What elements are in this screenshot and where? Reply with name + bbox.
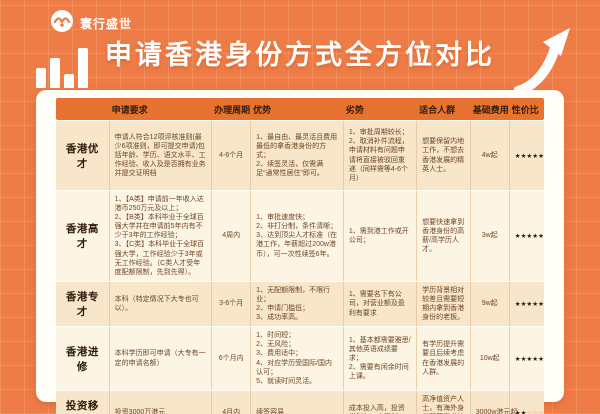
row-label: 香港高才 <box>65 222 99 250</box>
col-header-audience: 适合人群 <box>419 104 456 115</box>
requirements-text: 本科（特定情况下大专也可以）。 <box>114 295 199 313</box>
period-text: 4-6个月 <box>219 151 244 159</box>
row-label: 香港进修 <box>65 345 99 373</box>
table-row-jinxiu: 香港进修 本科学历即可申请（大专有一定的申请名额） 6个月内 1、时间短； 2、… <box>56 326 544 390</box>
comparison-card: 申请要求 办理周期 优势 劣势 适合人群 基础费用 性价比 香港优才 申请人符合… <box>36 90 564 414</box>
row-label: 香港专才 <box>65 291 99 319</box>
col-header-blank <box>56 106 110 112</box>
brand-logo-icon <box>50 9 74 38</box>
rating-stars: ★★★★★ <box>514 301 544 309</box>
col-header-rating: 性价比 <box>511 104 539 115</box>
table-row-youcai: 香港优才 申请人符合12项评核准则(最少6项准则，即可提交申请)包括年龄、学历、… <box>56 120 544 190</box>
cons-text: 1、需要名下有公司，对营业额及盈利有要求 <box>348 291 405 317</box>
cost-text: 3w起 <box>481 232 498 240</box>
page-title: 申请香港身份方式全方位对比 <box>105 40 495 70</box>
cost-text: 9w起 <box>481 300 498 308</box>
period-text: 4月内 <box>222 409 241 414</box>
pros-text: 1、审批速度快； 2、非打分制，条件清晰； 3、达到顶尖人才标准（在港工作，年薪… <box>256 214 338 258</box>
table-row-touzi: 投资移民 投资3000万港元 4月内 续签容易 成本投入高，投资类别有一定限制 … <box>56 389 544 414</box>
col-header-requirements: 申请要求 <box>111 104 148 115</box>
pros-text: 1、最自由、最灵活且费用最低的拿香港身份的方式； 2、续签灵活，仅需满足“通常性… <box>256 133 338 178</box>
audience-text: 想要快速拿到香港身份的高薪/高学历人才。 <box>422 218 465 254</box>
requirements-text: 1、【A类】申请前一年收入达港币250万元及以上； 2、【B类】本科毕业于全球百… <box>114 196 205 276</box>
rating-stars: ★★★★★ <box>514 152 544 160</box>
period-text: 4周内 <box>222 232 241 240</box>
table-header-row: 申请要求 办理周期 优势 劣势 适合人群 基础费用 性价比 <box>56 98 544 120</box>
audience-text: 有学历提升需要且后续考虑在香港发展的人群。 <box>422 341 465 376</box>
cost-text: 10w起 <box>479 354 500 362</box>
rating-stars: ★★★★★ <box>514 355 544 363</box>
col-header-period: 办理周期 <box>214 104 251 115</box>
period-text: 6个月内 <box>218 354 244 362</box>
cost-text: 3000w港元起 <box>475 409 518 414</box>
requirements-text: 申请人符合12项评核准则(最少6项准则，即可提交申请)包括年龄、学历、语文水平、… <box>114 133 206 178</box>
col-header-pros: 优势 <box>253 104 272 115</box>
table-row-zhuancai: 香港专才 本科（特定情况下大专也可以）。 3-6个月 1、无配额限制，不限行业；… <box>56 280 544 327</box>
row-label: 香港优才 <box>65 142 99 170</box>
cons-text: 成本投入高，投资类别有一定限制 <box>348 404 405 414</box>
audience-text: 学历背景相对较差且需要短期内拿到香港身份的老板。 <box>422 286 465 322</box>
cons-text: 1、基本都需要雅思/其他英语成绩要求； 2、需要有闲余时间上课。 <box>348 336 411 381</box>
requirements-text: 投资3000万港元 <box>114 409 166 414</box>
bar-chart-icon <box>36 48 88 88</box>
table-row-gaocai: 香港高才 1、【A类】申请前一年收入达港币250万元及以上； 2、【B类】本科毕… <box>56 190 544 281</box>
audience-text: 高净值资产人士，有海外身份配置需求的人群。 <box>422 395 465 414</box>
cons-text: 1、审批周期较长； 2、取消补件流程，申请材料有问题申请将直接被驳回重递（同样需… <box>348 129 409 182</box>
row-label: 投资移民 <box>65 399 99 412</box>
cons-text: 1、需到港工作或开公司； <box>348 227 409 244</box>
rating-stars: ★★★★★ <box>514 232 544 240</box>
cost-text: 4w起 <box>481 151 498 159</box>
pros-text: 1、无配额限制，不限行业； 2、申请门槛低； 3、成功率高。 <box>256 286 331 322</box>
col-header-cost: 基础费用 <box>472 104 509 115</box>
audience-text: 想要保留内地工作，不想去香港发展的精英人士。 <box>422 138 465 173</box>
rating-stars: ★★☆☆☆ <box>514 409 544 414</box>
pros-text: 续签容易 <box>256 409 285 414</box>
brand-name: 寰行盛世 <box>80 17 133 31</box>
requirements-text: 本科学历即可申请（大专有一定的申请名额） <box>114 350 206 367</box>
period-text: 3-6个月 <box>219 300 244 308</box>
growth-arrow-icon <box>513 28 572 99</box>
col-header-cons: 劣势 <box>345 104 364 115</box>
brand: 寰行盛世 <box>50 9 132 38</box>
pros-text: 1、时间短； 2、无风险； 3、费用适中； 4、对应学历受国际/国内认可； 5、… <box>256 332 333 385</box>
